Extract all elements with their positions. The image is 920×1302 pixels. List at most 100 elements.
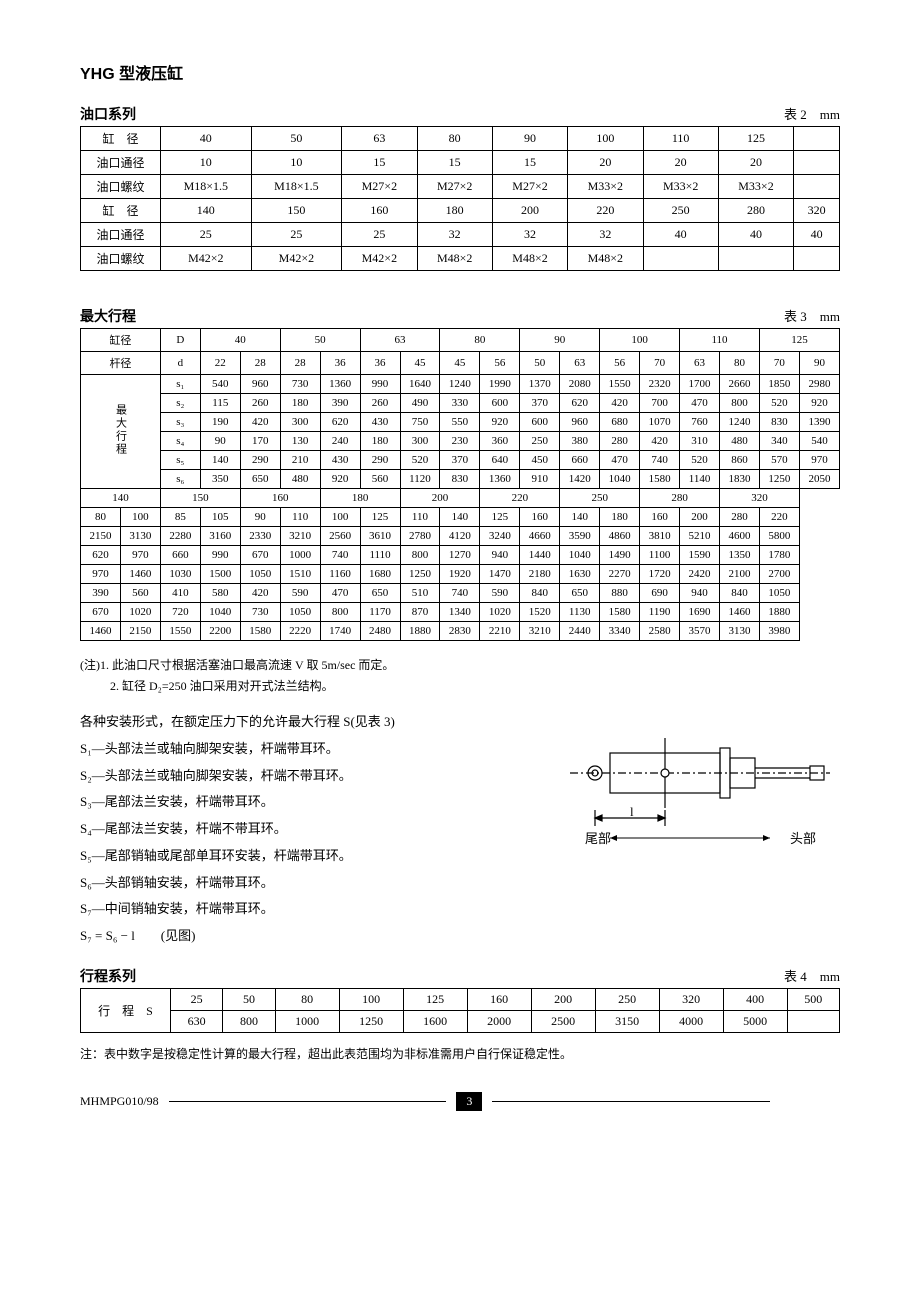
table-cell: 28	[280, 352, 320, 375]
table-cell: 1580	[240, 622, 280, 641]
table-cell: 260	[240, 394, 280, 413]
table-cell: 56	[600, 352, 640, 375]
table-cell: 1550	[160, 622, 200, 641]
table-cell: 2440	[560, 622, 600, 641]
table-cell: 540	[799, 432, 839, 451]
table-cell: 油口螺纹	[81, 175, 161, 199]
table-cell: 1000	[280, 546, 320, 565]
table-cell: 15	[492, 151, 567, 175]
table-cell: 320	[720, 489, 800, 508]
table-cell: 3590	[560, 527, 600, 546]
table-cell: 1370	[520, 375, 560, 394]
table-cell: 580	[200, 584, 240, 603]
table-cell: 1420	[560, 470, 600, 489]
table-cell: 90	[799, 352, 839, 375]
table-cell	[787, 1010, 839, 1032]
table-cell: 920	[799, 394, 839, 413]
table-cell: 990	[360, 375, 400, 394]
table-cell: 1490	[600, 546, 640, 565]
table-cell: 630	[171, 1010, 223, 1032]
table-cell: 1050	[280, 603, 320, 622]
table-cell: 1270	[440, 546, 480, 565]
table-cell: 1780	[759, 546, 799, 565]
table-cell: 1070	[640, 413, 680, 432]
table-cell: 590	[280, 584, 320, 603]
table-cell: 2220	[280, 622, 320, 641]
table-cell: 2080	[560, 375, 600, 394]
table-cell: 140	[440, 508, 480, 527]
note-line: 2. 缸径 D₂=250 油口采用对开式法兰结构。	[110, 677, 840, 696]
table-cell: 3160	[200, 527, 240, 546]
table-cell: 2270	[600, 565, 640, 584]
table-cell: 370	[440, 451, 480, 470]
desc-line: S₇—中间销轴安装，杆端带耳环。	[80, 897, 540, 922]
table-cell: 70	[640, 352, 680, 375]
table-cell: 10	[251, 151, 342, 175]
table-cell: 100	[339, 988, 403, 1010]
table-cell: 680	[600, 413, 640, 432]
table-cell: 1460	[720, 603, 760, 622]
table-cell: M42×2	[342, 247, 417, 271]
table4: 行 程 S25508010012516020025032040050063080…	[80, 988, 840, 1033]
table-cell: 1190	[640, 603, 680, 622]
table-cell: 150	[251, 199, 342, 223]
table-cell: 1680	[360, 565, 400, 584]
table-cell: 63	[560, 352, 600, 375]
table-cell: 2320	[640, 375, 680, 394]
table-cell: 600	[520, 413, 560, 432]
table-cell: 340	[759, 432, 799, 451]
table-cell: 1830	[720, 470, 760, 489]
table-cell: 290	[360, 451, 400, 470]
table-cell: 320	[659, 988, 723, 1010]
table-cell: 3240	[480, 527, 520, 546]
table-cell: 660	[160, 546, 200, 565]
table-cell: 320	[794, 199, 840, 223]
table-cell: 180	[280, 394, 320, 413]
table-cell: 260	[360, 394, 400, 413]
table-cell: 650	[240, 470, 280, 489]
table-cell: 2660	[720, 375, 760, 394]
table-cell: 420	[240, 584, 280, 603]
table-cell: 1880	[400, 622, 440, 641]
table-cell: 840	[720, 584, 760, 603]
table-cell: 32	[417, 223, 492, 247]
page-footer: MHMPG010/98 3	[80, 1092, 840, 1111]
table-cell: 420	[240, 413, 280, 432]
table-cell: 690	[640, 584, 680, 603]
table-cell: 1510	[280, 565, 320, 584]
table-cell: 1110	[360, 546, 400, 565]
table-cell: 570	[759, 451, 799, 470]
table-cell: 880	[600, 584, 640, 603]
table-cell: 105	[200, 508, 240, 527]
table-cell: 2100	[720, 565, 760, 584]
table-cell: 2420	[680, 565, 720, 584]
table-cell: 63	[360, 329, 440, 352]
table-cell: 180	[600, 508, 640, 527]
table-cell: 1360	[480, 470, 520, 489]
table-cell: 700	[640, 394, 680, 413]
table-cell: 63	[680, 352, 720, 375]
table-cell	[794, 247, 840, 271]
table-cell: 85	[160, 508, 200, 527]
table-cell: 470	[320, 584, 360, 603]
doc-code: MHMPG010/98	[80, 1094, 159, 1109]
table-cell: 910	[520, 470, 560, 489]
table-cell: 2980	[799, 375, 839, 394]
table-cell: 50	[520, 352, 560, 375]
table-cell: 220	[759, 508, 799, 527]
table-cell: 1850	[759, 375, 799, 394]
table-cell: 2150	[120, 622, 160, 641]
table-cell: 25	[342, 223, 417, 247]
table-cell: 80	[275, 988, 339, 1010]
table-cell: 170	[240, 432, 280, 451]
table-cell: 40	[718, 223, 793, 247]
table-cell: 115	[200, 394, 240, 413]
table-cell: 1050	[240, 565, 280, 584]
table-cell: 140	[81, 489, 161, 508]
table-cell: 2780	[400, 527, 440, 546]
table-cell: 160	[467, 988, 531, 1010]
table-cell: 缸径	[81, 329, 161, 352]
table-cell: 3130	[720, 622, 760, 641]
table-cell: 50	[251, 127, 342, 151]
table-cell: 20	[568, 151, 643, 175]
